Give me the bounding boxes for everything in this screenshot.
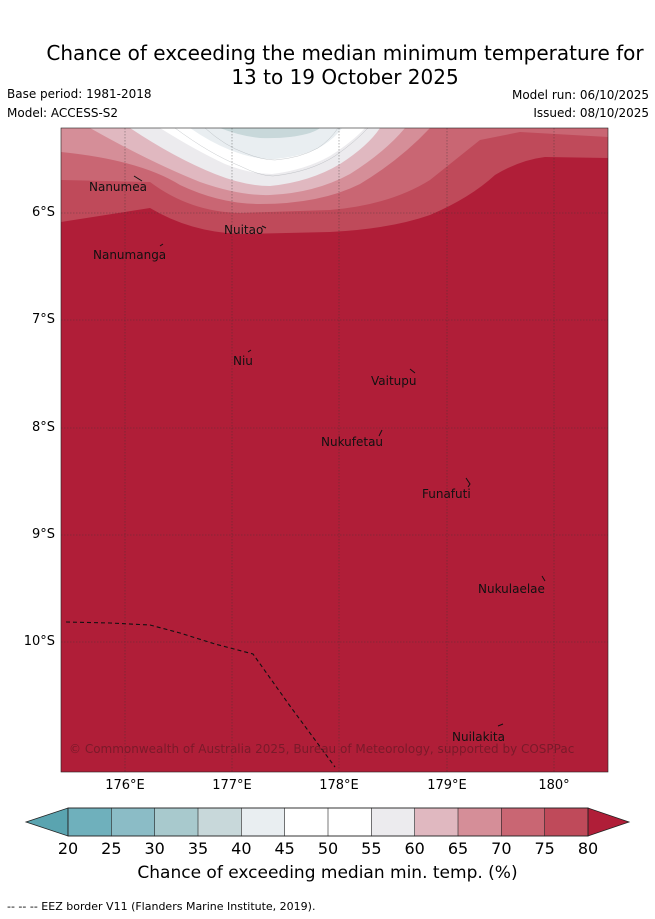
probability-field [61,128,608,772]
band-35-40 [220,128,320,139]
lat-label: 6°S [31,205,55,220]
lat-label: 9°S [31,527,55,542]
island-label-vaitupu: Vaitupu [371,374,417,388]
band-40-45 [190,128,342,160]
lon-label: 179°E [427,778,467,793]
band-75-80 [61,128,608,772]
colorbar-cell [327,807,372,837]
colorbar-tick-label: 55 [361,839,382,858]
colorbar-cell [414,807,459,837]
colorbar-tick-label: 60 [404,839,425,858]
colorbar-title: Chance of exceeding median min. temp. (%… [137,863,518,883]
colorbar-tick-label: 30 [144,839,165,858]
model-name: Model: ACCESS-S2 [7,106,119,120]
colorbar-cell [154,807,199,837]
colorbar-cell [501,807,546,837]
lon-label: 177°E [212,778,252,793]
colorbar-cell [457,807,502,837]
island-label-nuitao: Nuitao [224,223,264,237]
colorbar-tick-label: 25 [101,839,122,858]
lon-label: 180° [538,778,570,793]
colorbar-cell [111,807,156,837]
colorbar-tick-label: 80 [577,839,599,858]
colorbar-tick-label: 20 [57,839,79,858]
island-label-funafuti: Funafuti [422,487,471,501]
island-outlines [133,175,546,727]
colorbar-cell [284,807,329,837]
issued-date: Issued: 08/10/2025 [533,106,649,120]
graticule [61,128,608,772]
island-label-nukufetau: Nukufetau [321,435,384,449]
colorbar-tick-label: 45 [274,839,295,858]
colorbar-cell [544,807,589,837]
colorbar-tick-label: 35 [187,839,209,858]
lon-label: 176°E [105,778,145,793]
lon-label: 178°E [319,778,359,793]
colorbar-tick-label: 40 [231,839,252,858]
colorbar-cell [371,807,416,837]
eez-legend: -- -- -- EEZ border V11 (Flanders Marine… [7,900,316,913]
colorbar-extend-low [24,807,69,837]
island-label-nukulaelae: Nukulaelae [478,582,545,596]
colorbar-cell [241,807,286,837]
colorbar-tick-label: 70 [491,839,512,858]
island-label-nuilakita: Nuilakita [452,730,505,744]
base-period: Base period: 1981-2018 [7,87,152,101]
colorbar-tick-label: 65 [447,839,469,858]
colorbar-extend-high [587,807,631,837]
lat-label: 7°S [31,312,55,327]
model-run: Model run: 06/10/2025 [511,88,649,102]
map-frame [60,127,609,773]
lat-label: 8°S [31,420,55,435]
island-label-niu: Niu [233,354,253,368]
island-label-nanumanga: Nanumanga [93,248,167,262]
lat-label: 10°S [23,634,55,649]
colorbar-tick-label: 50 [317,839,339,858]
copyright-credit: © Commonwealth of Australia 2025, Bureau… [69,742,575,756]
colorbar [24,807,631,837]
colorbar-tick-label: 75 [534,839,555,858]
colorbar-cell [197,807,242,837]
eez-border [65,621,336,768]
chart-title-line1: Chance of exceeding the median minimum t… [46,41,644,65]
island-label-nanumea: Nanumea [89,180,147,194]
colorbar-cell [67,807,112,837]
chart-title-line2: 13 to 19 October 2025 [231,65,459,89]
